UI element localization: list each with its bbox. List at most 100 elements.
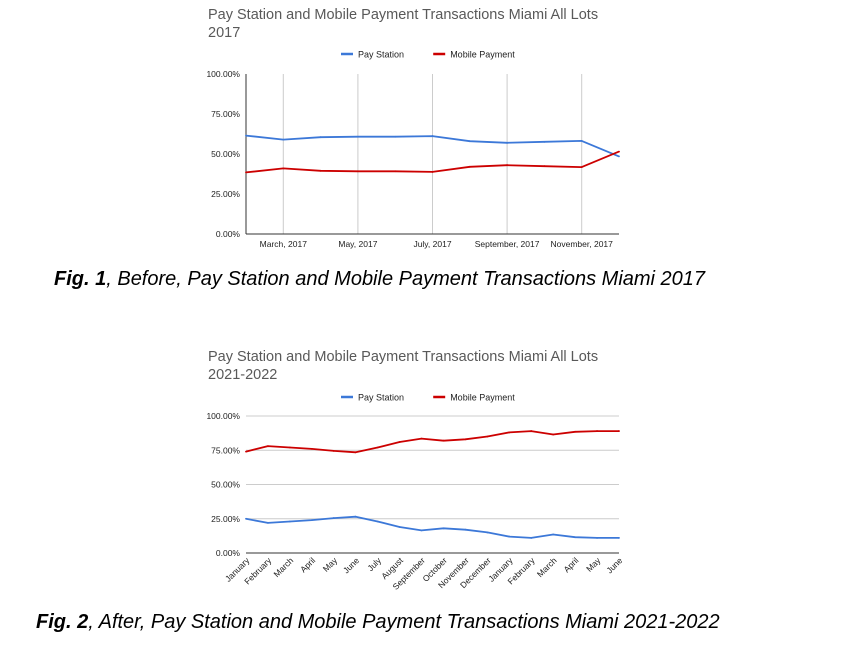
x-tick-label-4: November, 2017 [551, 239, 614, 249]
x-tick-label-14: March [535, 555, 559, 579]
x-tick-label-16: May [584, 555, 603, 574]
legend-label-0: Pay Station [358, 50, 404, 60]
data-point [332, 450, 335, 452]
x-tick-label-5: June [341, 555, 361, 575]
data-point [464, 438, 467, 441]
legend-label-1: Mobile Payment [450, 393, 515, 403]
data-point [376, 520, 379, 523]
x-tick-label-3: April [298, 555, 317, 574]
figure-caption-text: , After, Pay Station and Mobile Payment … [88, 611, 720, 633]
series-line-mobile-payment [245, 430, 619, 454]
y-tick-label-3: 75.00% [211, 445, 240, 455]
y-tick-label-3: 75.00% [211, 109, 240, 119]
data-point [552, 433, 555, 436]
x-tick-label-4: May [321, 555, 340, 574]
data-point [464, 528, 467, 531]
y-tick-label-1: 25.00% [211, 189, 240, 199]
data-point [398, 441, 401, 443]
data-point [506, 141, 508, 144]
data-point [580, 139, 583, 142]
data-point [319, 169, 322, 172]
chart-2021-2022-canvas: Pay Station Mobile Payment 0.00% 25.00% 50.0… [206, 393, 624, 592]
x-tick-label-0: March, 2017 [260, 239, 308, 249]
data-point [442, 439, 445, 442]
figure-caption-1: Fig. 1, Before, Pay Station and Mobile P… [54, 268, 705, 291]
chart-title: Pay Station and Mobile Payment Transacti… [208, 349, 599, 383]
data-point [508, 535, 511, 538]
data-point [357, 135, 359, 138]
data-point [508, 431, 511, 434]
data-point [431, 171, 434, 173]
data-point [543, 140, 546, 143]
y-tick-label-4: 100.00% [206, 411, 240, 421]
data-point [596, 430, 598, 432]
data-point [332, 517, 335, 519]
data-point [486, 435, 489, 438]
data-point [530, 430, 533, 432]
figure-caption-text: , Before, Pay Station and Mobile Payment… [106, 268, 706, 290]
x-tick-label-2: March [272, 555, 296, 579]
data-point [354, 451, 357, 454]
data-point [245, 134, 247, 137]
y-tick-label-1: 25.00% [211, 514, 240, 524]
data-point [574, 430, 577, 433]
chart-2017-canvas: Pay Station Mobile Payment 0.00% 25.00% 50.0… [206, 50, 620, 249]
data-point [596, 537, 598, 539]
chart-2021-2022: Pay Station and Mobile Payment Transacti… [0, 340, 856, 602]
data-point [394, 170, 397, 173]
data-point [398, 526, 401, 528]
data-point [618, 537, 620, 539]
data-point [282, 167, 285, 170]
data-point [267, 521, 269, 524]
data-point [288, 446, 291, 449]
x-tick-label-1: May, 2017 [338, 239, 377, 249]
chart-title: Pay Station and Mobile Payment Transacti… [208, 7, 599, 41]
data-point [543, 165, 546, 168]
data-point [486, 531, 489, 534]
y-tick-label-0: 0.00% [216, 548, 241, 558]
figure-label: Fig. 2 [36, 611, 89, 633]
series-line-pay-station [245, 515, 619, 539]
figure-caption-2: Fig. 2, After, Pay Station and Mobile Pa… [36, 611, 720, 634]
x-tick-label-3: September, 2017 [475, 239, 540, 249]
data-point [618, 430, 620, 432]
y-tick-label-2: 50.00% [211, 149, 240, 159]
data-point [420, 529, 423, 532]
data-point [618, 150, 620, 153]
chart-2017: Pay Station and Mobile Payment Transacti… [0, 0, 856, 262]
data-point [245, 517, 247, 520]
figure-label: Fig. 1 [54, 268, 107, 290]
y-tick-label-4: 100.00% [206, 69, 240, 79]
data-point [552, 533, 555, 536]
data-point [245, 171, 247, 174]
data-point [468, 165, 471, 168]
data-point [618, 155, 620, 158]
data-point [442, 527, 445, 530]
data-point [267, 445, 269, 448]
data-point [468, 140, 471, 143]
legend-label-1: Mobile Payment [450, 50, 515, 60]
data-point [580, 166, 583, 169]
data-point [357, 170, 359, 173]
x-tick-label-17: June [604, 555, 624, 575]
data-point [530, 537, 533, 539]
x-tick-label-2: July, 2017 [413, 239, 451, 249]
y-tick-label-0: 0.00% [216, 229, 241, 239]
legend-label-0: Pay Station [358, 393, 404, 403]
data-point [506, 164, 508, 167]
data-point [310, 447, 313, 450]
y-tick-label-2: 50.00% [211, 480, 240, 490]
x-tick-label-15: April [561, 555, 580, 574]
data-point [431, 135, 434, 137]
data-point [420, 437, 423, 440]
data-point [245, 450, 247, 453]
data-point [354, 515, 357, 518]
x-tick-label-6: July [365, 555, 383, 573]
data-point [288, 520, 291, 523]
data-point [394, 135, 397, 138]
data-point [282, 138, 285, 141]
data-point [310, 519, 313, 522]
data-point [319, 136, 322, 139]
data-point [376, 446, 379, 449]
data-point [574, 536, 577, 539]
